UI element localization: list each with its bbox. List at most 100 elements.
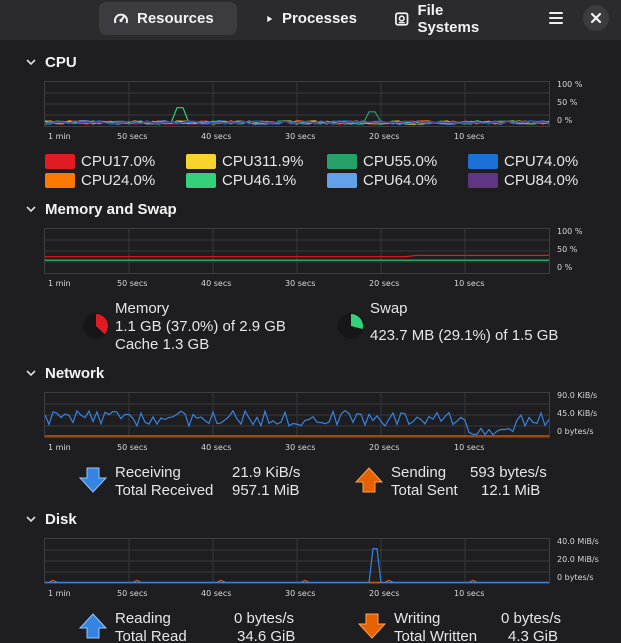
y-axis-label: 100 % bbox=[557, 227, 583, 236]
tab-label: File Systems bbox=[417, 1, 480, 36]
total-sent-label: Total Sent bbox=[391, 482, 458, 499]
section-title: Network bbox=[45, 364, 105, 382]
x-axis-label: 10 secs bbox=[454, 589, 485, 598]
cpu-name: CPU3 bbox=[222, 153, 263, 170]
x-axis-label: 30 secs bbox=[285, 132, 316, 141]
writing-value: 0 bytes/s bbox=[501, 610, 562, 627]
cpu-history-plot bbox=[44, 82, 550, 126]
y-axis-label: 50 % bbox=[557, 98, 578, 107]
x-axis-label: 20 secs bbox=[369, 132, 400, 141]
disk-graph bbox=[44, 538, 550, 584]
cpu-percent: 5.0% bbox=[403, 153, 438, 170]
cpu-percent: 4.0% bbox=[544, 153, 579, 170]
x-axis-label: 30 secs bbox=[285, 589, 316, 598]
x-axis-label: 10 secs bbox=[454, 279, 485, 288]
close-button[interactable] bbox=[583, 5, 609, 31]
cpu-legend-cpu4: CPU4 6.1% bbox=[186, 172, 296, 189]
cpu5-swatch[interactable] bbox=[327, 154, 357, 169]
cpu-legend-cpu3: CPU3 11.9% bbox=[186, 153, 303, 170]
tab-file-systems[interactable]: File Systems bbox=[380, 1, 520, 36]
x-axis-label: 10 secs bbox=[454, 443, 485, 452]
cpu-name: CPU7 bbox=[504, 153, 545, 170]
memory-history-plot bbox=[45, 229, 549, 273]
cpu1-swatch[interactable] bbox=[45, 154, 75, 169]
network-section-header[interactable]: Network bbox=[25, 363, 104, 383]
section-title: CPU bbox=[45, 53, 77, 71]
x-axis-label: 40 secs bbox=[201, 443, 232, 452]
cpu-name: CPU8 bbox=[504, 172, 545, 189]
x-axis-label: 1 min bbox=[48, 589, 71, 598]
cpu-name: CPU1 bbox=[81, 153, 122, 170]
y-axis-label: 100 % bbox=[557, 80, 583, 89]
memory-cache: Cache 1.3 GB bbox=[115, 336, 210, 353]
main-menu-button[interactable] bbox=[541, 5, 571, 31]
y-axis-label: 0 bytes/s bbox=[557, 427, 594, 436]
cpu-percent: 11.9% bbox=[262, 153, 304, 170]
memory-section-header[interactable]: Memory and Swap bbox=[25, 199, 177, 219]
cpu-series-line bbox=[44, 120, 550, 125]
x-axis-label: 30 secs bbox=[285, 279, 316, 288]
y-axis-label: 20.0 MiB/s bbox=[557, 555, 599, 564]
cpu-percent: 4.0% bbox=[121, 172, 156, 189]
cpu-legend-cpu8: CPU8 4.0% bbox=[468, 172, 578, 189]
network-history-plot bbox=[44, 393, 550, 437]
y-axis-label: 45.0 KiB/s bbox=[557, 409, 598, 418]
writing-label: Writing bbox=[394, 610, 441, 627]
x-axis-label: 50 secs bbox=[117, 132, 148, 141]
x-axis-label: 10 secs bbox=[454, 132, 485, 141]
x-axis-label: 50 secs bbox=[117, 589, 148, 598]
y-axis-label: 40.0 MiB/s bbox=[557, 537, 599, 546]
tab-resources[interactable]: Resources bbox=[99, 2, 237, 35]
x-axis-label: 20 secs bbox=[369, 279, 400, 288]
reading-value: 0 bytes/s bbox=[234, 610, 295, 627]
cpu-legend-cpu7: CPU7 4.0% bbox=[468, 153, 578, 170]
x-axis-label: 50 secs bbox=[117, 279, 148, 288]
x-axis-label: 50 secs bbox=[117, 443, 148, 452]
cpu3-swatch[interactable] bbox=[186, 154, 216, 169]
memory-label: Memory bbox=[115, 300, 170, 317]
disk-section-header[interactable]: Disk bbox=[25, 509, 77, 529]
cpu-legend-cpu2: CPU2 4.0% bbox=[45, 172, 155, 189]
cpu-name: CPU4 bbox=[222, 172, 263, 189]
cpu4-swatch[interactable] bbox=[186, 173, 216, 188]
swap-label: Swap bbox=[370, 300, 408, 317]
chevron-down-icon bbox=[26, 59, 36, 66]
y-axis-label: 0 % bbox=[557, 116, 573, 125]
x-axis-label: 40 secs bbox=[201, 279, 232, 288]
total-received-label: Total Received bbox=[115, 482, 214, 499]
cpu-section-header[interactable]: CPU bbox=[25, 52, 77, 72]
reading-label: Reading bbox=[115, 610, 171, 627]
y-axis-label: 50 % bbox=[557, 245, 578, 254]
network-graph bbox=[44, 392, 550, 438]
receive-series-line bbox=[44, 409, 550, 436]
cpu-percent: 7.0% bbox=[121, 153, 156, 170]
cpu2-swatch[interactable] bbox=[45, 173, 75, 188]
x-axis-label: 1 min bbox=[48, 443, 71, 452]
x-axis-label: 20 secs bbox=[369, 589, 400, 598]
receiving-label: Receiving bbox=[115, 464, 181, 481]
cpu-legend-cpu5: CPU5 5.0% bbox=[327, 153, 437, 170]
receiving-value: 21.9 KiB/s bbox=[232, 464, 301, 481]
cpu-name: CPU6 bbox=[363, 172, 404, 189]
memory-usage: 1.1 GB (37.0%) of 2.9 GB bbox=[115, 318, 286, 335]
total-written-label: Total Written bbox=[394, 628, 478, 643]
memory-graph bbox=[44, 228, 550, 274]
cpu7-swatch[interactable] bbox=[468, 154, 498, 169]
header-bar: Resources Processes File Systems bbox=[0, 0, 621, 40]
y-axis-label: 0 bytes/s bbox=[557, 573, 594, 582]
cpu6-swatch[interactable] bbox=[327, 173, 357, 188]
section-title: Memory and Swap bbox=[45, 200, 177, 218]
tab-label: Resources bbox=[137, 10, 214, 27]
play-icon bbox=[267, 15, 273, 22]
swap-pie-icon bbox=[338, 313, 364, 339]
drive-icon bbox=[395, 11, 409, 26]
total-written-value: 4.3 GiB bbox=[508, 628, 559, 643]
cpu-name: CPU2 bbox=[81, 172, 122, 189]
total-read-label: Total Read bbox=[115, 628, 187, 643]
gauge-icon bbox=[114, 13, 128, 23]
sending-label: Sending bbox=[391, 464, 447, 481]
tab-processes[interactable]: Processes bbox=[251, 2, 371, 35]
cpu8-swatch[interactable] bbox=[468, 173, 498, 188]
cpu-legend-cpu6: CPU6 4.0% bbox=[327, 172, 437, 189]
close-icon bbox=[590, 12, 602, 24]
